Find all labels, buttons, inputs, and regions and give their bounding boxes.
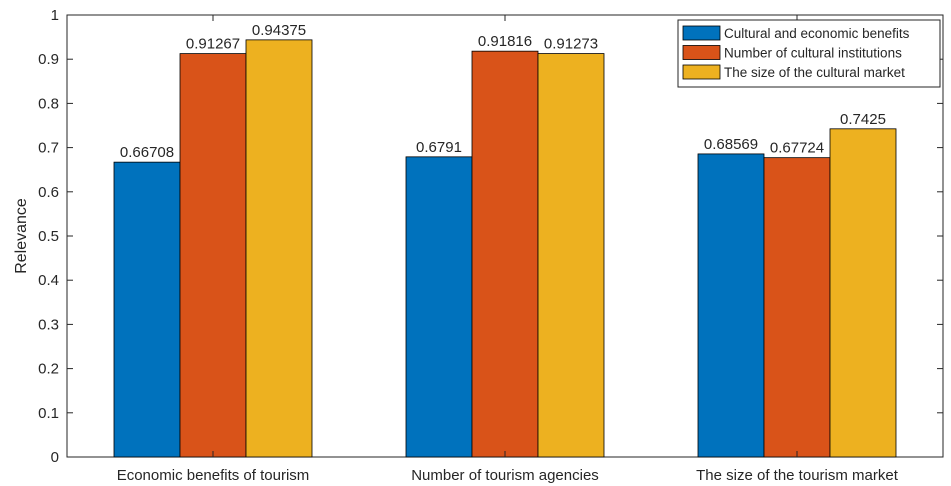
x-tick-label: The size of the tourism market: [696, 467, 899, 484]
legend-swatch: [682, 25, 721, 41]
bar: [829, 128, 897, 458]
bar: [471, 50, 539, 458]
data-label: 0.67724: [770, 140, 824, 157]
data-label: 0.7425: [840, 111, 886, 128]
bar: [763, 157, 831, 458]
y-tick-label: 0.8: [38, 95, 59, 112]
bar: [113, 161, 181, 458]
bar: [179, 53, 247, 458]
y-tick-label: 0.4: [38, 272, 59, 289]
y-tick-label: 0.5: [38, 228, 59, 245]
y-tick-label: 0.2: [38, 361, 59, 378]
y-tick-label: 0: [51, 449, 59, 466]
bar: [697, 153, 765, 458]
y-tick-label: 0.1: [38, 405, 59, 422]
y-tick-label: 0.3: [38, 316, 59, 333]
bar: [537, 53, 605, 458]
legend-swatch: [682, 45, 721, 60]
data-label: 0.94375: [252, 22, 306, 39]
x-tick-label: Number of tourism agencies: [411, 467, 599, 484]
bars-layer: [113, 39, 897, 458]
data-label: 0.6791: [416, 139, 462, 156]
legend-swatch: [682, 64, 721, 80]
y-axis-title: Relevance: [13, 198, 30, 274]
data-label: 0.91816: [478, 33, 532, 50]
legend-entry: Number of cultural institutions: [724, 46, 902, 61]
y-tick-label: 1: [51, 7, 59, 24]
data-label: 0.91273: [544, 36, 598, 53]
x-axis: Economic benefits of tourism Number of to…: [117, 15, 899, 484]
legend-entry: The size of the cultural market: [724, 65, 905, 80]
data-labels-layer: 0.66708 0.91267 0.94375 0.6791 0.91816 0.9127…: [120, 22, 886, 161]
legend: Cultural and economic benefits Number of …: [677, 19, 941, 88]
data-label: 0.68569: [704, 136, 758, 153]
y-axis: 0 0.1 0.2 0.3 0.4 0.5 0.6 0.7 0.8 0.9 1: [38, 7, 943, 466]
y-tick-label: 0.9: [38, 51, 59, 68]
data-label: 0.66708: [120, 144, 174, 161]
bar: [245, 39, 313, 458]
legend-box: [677, 19, 941, 88]
x-tick-label: Economic benefits of tourism: [117, 467, 310, 484]
y-tick-label: 0.6: [38, 184, 59, 201]
data-label: 0.91267: [186, 36, 240, 53]
legend-entry: Cultural and economic benefits: [724, 26, 910, 41]
bar: [405, 156, 473, 458]
y-tick-label: 0.7: [38, 140, 59, 157]
